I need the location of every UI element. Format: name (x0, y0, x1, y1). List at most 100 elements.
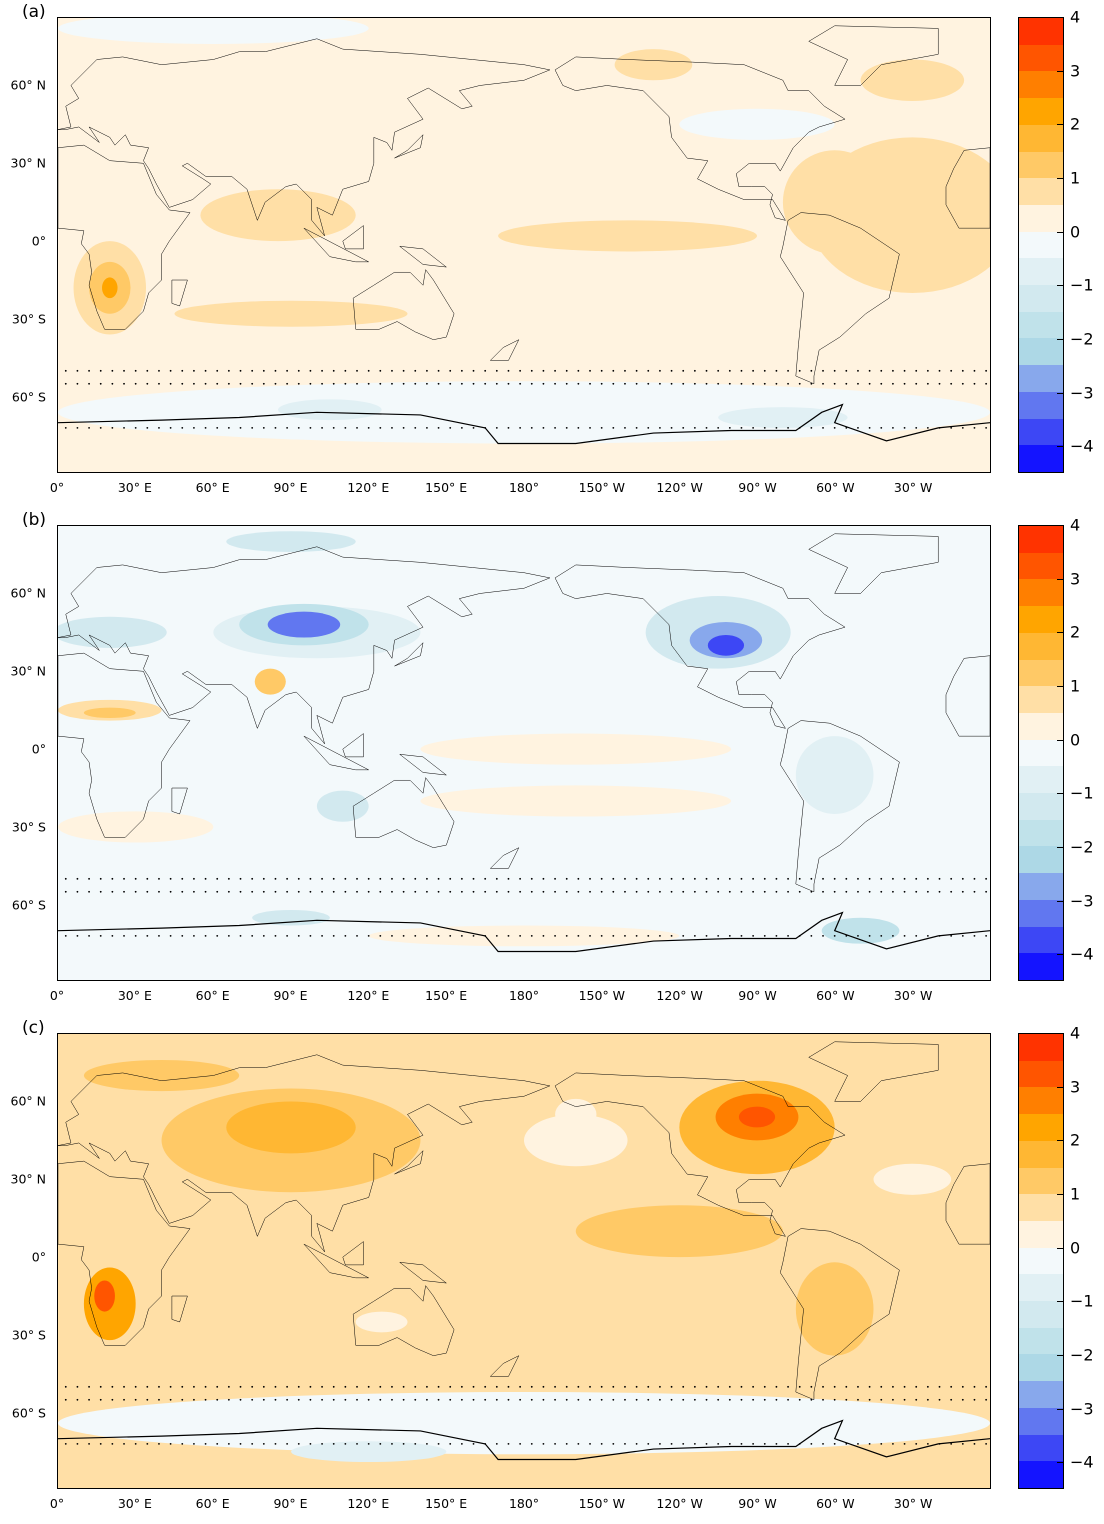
significance-stipple (542, 1385, 545, 1388)
anomaly-contour (58, 1392, 990, 1455)
significance-stipple (612, 382, 615, 385)
significance-stipple (356, 1398, 358, 1401)
significance-stipple (193, 934, 195, 937)
colorbar-bin (1019, 712, 1063, 740)
anomaly-contour (174, 300, 408, 327)
significance-stipple (973, 877, 976, 880)
significance-stipple (76, 426, 79, 429)
significance-stipple (519, 1398, 522, 1401)
significance-stipple (787, 382, 789, 385)
significance-stipple (857, 890, 859, 893)
colorbar-bin (1019, 953, 1063, 980)
significance-stipple (589, 1398, 591, 1401)
significance-stipple (530, 1442, 533, 1445)
coastline (809, 1042, 938, 1102)
colorbar-tick-label: 2 (1070, 622, 1081, 642)
colorbar-bin (1019, 1034, 1063, 1061)
coastline (490, 1356, 518, 1377)
significance-stipple (356, 890, 358, 893)
significance-stipple (262, 1398, 265, 1401)
anomaly-contour (267, 611, 341, 638)
significance-stipple (868, 890, 871, 893)
significance-stipple (460, 877, 463, 880)
lon-tick-label: 120° W (656, 1496, 703, 1511)
significance-stipple (286, 1442, 289, 1445)
significance-stipple (530, 369, 533, 372)
significance-stipple (88, 934, 90, 937)
significance-stipple (204, 382, 207, 385)
significance-stipple (600, 369, 603, 372)
significance-stipple (798, 1398, 801, 1401)
colorbar-tick-label: 2 (1070, 1130, 1081, 1150)
significance-stipple (88, 369, 90, 372)
significance-stipple (985, 369, 988, 372)
significance-stipple (251, 426, 254, 429)
significance-stipple (495, 1398, 498, 1401)
significance-stipple (973, 426, 976, 429)
lon-tick-label: 60° W (816, 988, 855, 1003)
significance-stipple (950, 369, 953, 372)
significance-stipple (472, 382, 475, 385)
significance-stipple (332, 1398, 335, 1401)
significance-stipple (193, 369, 195, 372)
significance-stipple (577, 934, 580, 937)
significance-stipple (111, 1398, 114, 1401)
significance-stipple (495, 382, 498, 385)
significance-stipple (682, 1442, 685, 1445)
coastline (343, 734, 364, 757)
significance-stipple (193, 426, 195, 429)
significance-stipple (134, 890, 137, 893)
significance-stipple (379, 426, 382, 429)
significance-stipple (367, 890, 370, 893)
colorbar-tick (1057, 17, 1064, 18)
significance-stipple (647, 426, 650, 429)
significance-stipple (845, 1398, 848, 1401)
significance-stipple (507, 877, 510, 880)
colorbar-tick-label: 3 (1070, 1077, 1081, 1097)
lon-tick-label: 60° E (195, 1496, 230, 1511)
significance-stipple (64, 1385, 67, 1388)
significance-stipple (402, 1398, 405, 1401)
significance-stipple (414, 1398, 417, 1401)
significance-stipple (460, 934, 463, 937)
anomaly-contour (821, 917, 900, 944)
significance-stipple (857, 1442, 859, 1445)
colorbar-bin (1019, 552, 1063, 580)
significance-stipple (635, 369, 638, 372)
significance-stipple (507, 369, 510, 372)
significance-stipple (204, 1385, 207, 1388)
coastline (353, 270, 454, 340)
significance-stipple (426, 890, 428, 893)
significance-stipple (239, 934, 242, 937)
coastline (172, 1296, 188, 1322)
significance-stipple (822, 382, 824, 385)
coastline (395, 1151, 423, 1174)
significance-stipple (705, 1385, 708, 1388)
significance-stipple (367, 369, 370, 372)
colorbar-bin (1019, 18, 1063, 45)
significance-stipple (577, 890, 580, 893)
significance-stipple (880, 934, 883, 937)
significance-stipple (123, 426, 125, 429)
colorbar-bin (1019, 231, 1063, 259)
significance-stipple (577, 1442, 580, 1445)
significance-stipple (251, 1442, 254, 1445)
significance-stipple (437, 382, 440, 385)
significance-stipple (146, 934, 149, 937)
significance-stipple (169, 1442, 172, 1445)
significance-stipple (123, 1398, 125, 1401)
significance-stipple (297, 382, 300, 385)
anomaly-contour (226, 1101, 356, 1154)
significance-stipple (705, 890, 708, 893)
colorbar-tick (1057, 632, 1064, 634)
significance-stipple (76, 1398, 79, 1401)
colorbar-bin (1019, 204, 1063, 232)
significance-stipple (612, 369, 615, 372)
colorbar-tick-label: 1 (1070, 676, 1081, 696)
significance-stipple (204, 877, 207, 880)
significance-stipple (239, 1398, 242, 1401)
significance-stipple (763, 934, 766, 937)
significance-stipple (472, 1398, 475, 1401)
significance-stipple (391, 382, 393, 385)
significance-stipple (542, 426, 545, 429)
